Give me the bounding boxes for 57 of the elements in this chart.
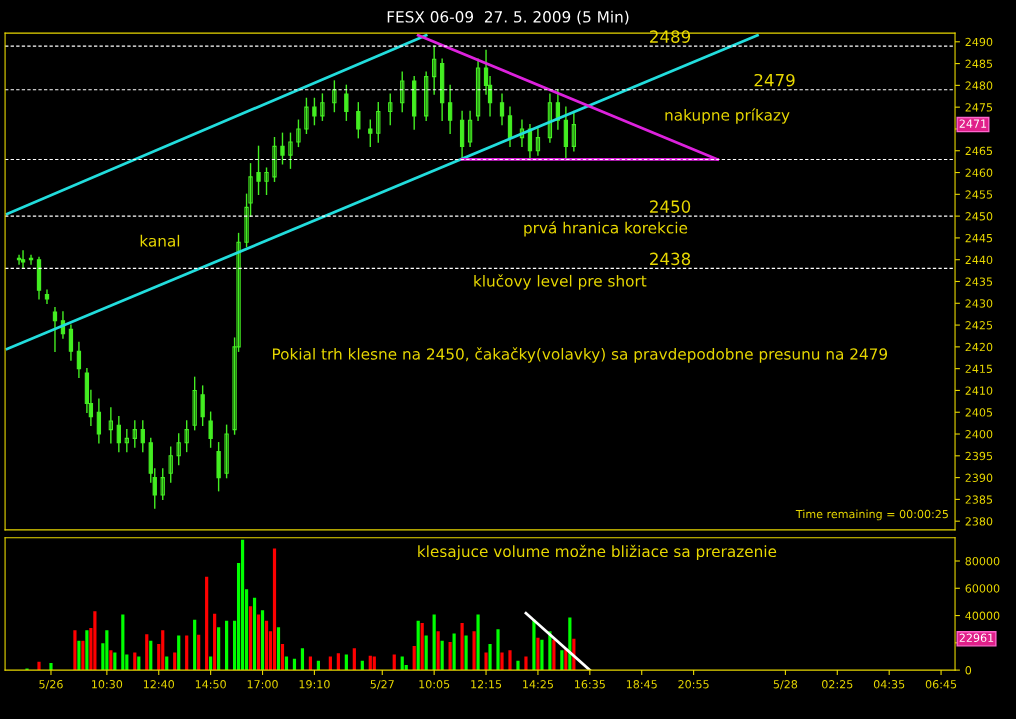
y-tick-label: 2475 <box>965 103 993 112</box>
y-tick-label: 2440 <box>965 255 993 265</box>
y-tick-label: 2485 <box>965 59 993 68</box>
annotation: prvá hranica korekcie <box>524 221 688 237</box>
y-tick-label: 2420 <box>965 342 993 352</box>
annotation: Time remaining = 00:00:25 <box>795 509 948 521</box>
ref-line-label: 2489 <box>650 30 691 43</box>
x-tick-label: 12:15 <box>471 680 502 689</box>
x-tick-label: 17:00 <box>247 680 278 689</box>
x-tick-label: 10:30 <box>92 680 123 689</box>
y-tick-label: 2415 <box>965 364 993 374</box>
y-tick-label: 2430 <box>965 299 993 308</box>
x-tick-label: 14:50 <box>195 680 226 689</box>
y-tick-label: 0 <box>965 666 972 675</box>
y-tick-label: 2455 <box>965 190 993 199</box>
y-tick-label: 2490 <box>965 37 993 47</box>
annotation: klučovy level pre short <box>474 274 647 290</box>
x-tick-label: 5/26 <box>39 680 63 690</box>
y-tick-label: 2460 <box>965 168 993 177</box>
x-tick-label: 02:25 <box>822 680 853 689</box>
x-tick-label: 10:05 <box>419 680 450 689</box>
x-tick-label: 20:55 <box>678 680 709 689</box>
y-tick-label: 2465 <box>965 146 993 156</box>
x-tick-label: 14:25 <box>523 680 553 689</box>
chart-title: FESX 06-09 27. 5. 2009 (5 Min) <box>387 10 629 25</box>
annotation: nakupne príkazy <box>665 108 790 124</box>
x-tick-label: 5/28 <box>773 680 798 690</box>
annotation: Pokial trh klesne na 2450, čakačky(volavky) sa pravdepodobne presunu na 2479 <box>272 347 888 363</box>
x-tick-label: 19:10 <box>299 680 330 689</box>
y-tick-label: 2445 <box>965 233 993 243</box>
ref-line-label: 2438 <box>650 252 691 266</box>
y-tick-label: 2380 <box>965 517 993 526</box>
x-tick-label: 04:35 <box>873 680 905 689</box>
y-tick-label: 2390 <box>965 473 993 482</box>
y-tick-label: 2400 <box>965 430 993 439</box>
y-tick-label: 2410 <box>965 386 993 395</box>
x-tick-label: 5/27 <box>370 680 394 690</box>
x-tick-label: 06:45 <box>925 680 957 689</box>
annotation: klesajuce volume možne bližiace sa prerazenie <box>418 544 777 561</box>
y-tick-label: 2425 <box>965 321 993 330</box>
annotation: 22961 <box>959 633 994 643</box>
y-tick-label: 40000 <box>965 611 1000 620</box>
y-tick-label: 2385 <box>965 495 993 504</box>
y-tick-label: 2435 <box>965 277 993 286</box>
y-tick-label: 80000 <box>965 556 1000 566</box>
y-tick-label: 2395 <box>965 451 993 461</box>
y-tick-label: 2450 <box>965 212 993 221</box>
y-tick-label: 60000 <box>965 584 1000 593</box>
annotation: 2471 <box>959 119 987 128</box>
annotation: kanal <box>140 234 180 247</box>
ref-line-label: 2450 <box>650 200 691 213</box>
y-tick-label: 2405 <box>965 408 993 417</box>
x-tick-label: 18:45 <box>626 680 657 689</box>
x-tick-label: 12:40 <box>143 680 175 689</box>
y-tick-label: 2480 <box>965 81 993 90</box>
x-tick-label: 16:35 <box>575 680 605 689</box>
ref-line-label: 2479 <box>754 73 795 87</box>
